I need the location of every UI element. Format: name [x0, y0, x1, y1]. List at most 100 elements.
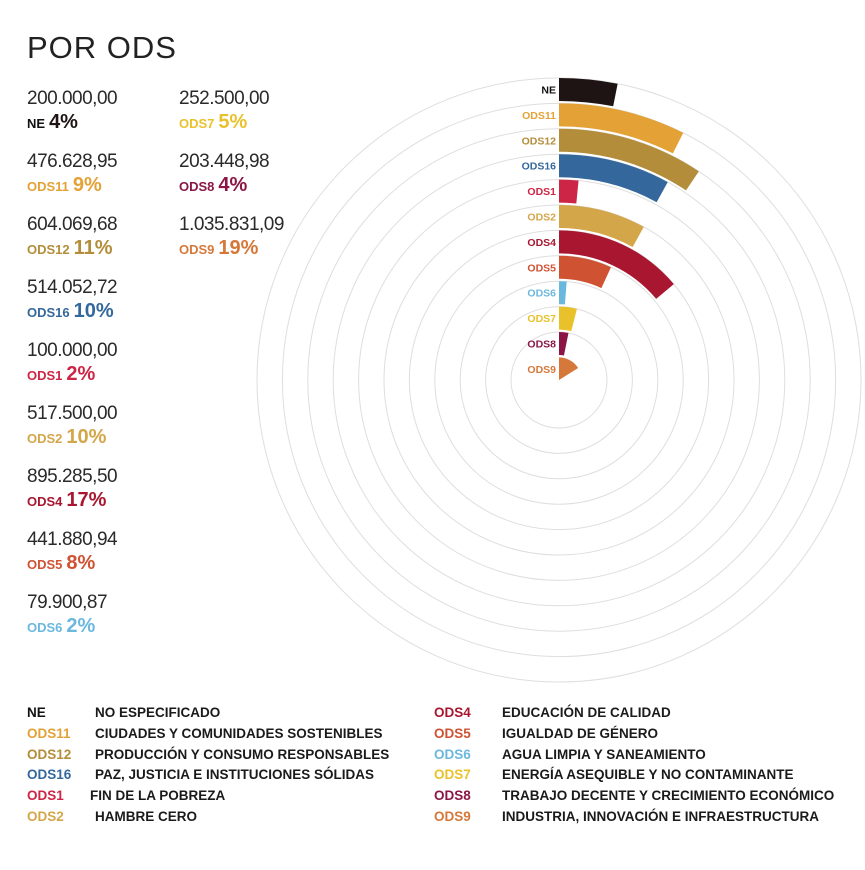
legend-description: PRODUCCIÓN Y CONSUMO RESPONSABLES	[95, 746, 390, 762]
legend-code: ODS16	[27, 767, 72, 783]
stat-percent: 10%	[73, 300, 114, 322]
stat-amount: 604.069,68	[27, 214, 118, 235]
bar-ods9	[558, 357, 579, 381]
stat-ods7: 252.500,00 ODS7 5%	[179, 88, 270, 136]
legend-description: FIN DE LA POBREZA	[90, 788, 226, 804]
stat-percent: 11%	[73, 237, 113, 259]
bar-label-ods16: ODS16	[522, 161, 557, 173]
bar-ods4	[559, 230, 674, 299]
bar-ods8	[559, 332, 569, 356]
stat-ods9: 1.035.831,09 ODS9 19%	[179, 214, 284, 262]
bar-label-ods11: ODS11	[522, 110, 556, 122]
bar-ods16	[559, 154, 668, 203]
legend-description: EDUCACIÓN DE CALIDAD	[502, 705, 671, 720]
stat-percent: 5%	[218, 111, 248, 133]
legend-code: ODS4	[434, 705, 471, 720]
stat-code: ODS12	[27, 242, 70, 257]
bar-label-ods5: ODS5	[527, 262, 556, 274]
legend-code: ODS2	[27, 809, 64, 824]
legend-code: ODS12	[27, 746, 72, 762]
bar-ods1	[559, 179, 579, 204]
grid-ring	[281, 102, 837, 658]
stat-code: ODS11	[27, 179, 69, 194]
legend-code: ODS6	[434, 746, 471, 762]
stat-code-line: ODS7 5%	[179, 110, 269, 136]
stat-code-line: ODS2 10%	[27, 425, 117, 451]
legend-code: ODS8	[434, 788, 471, 804]
bar-ods12	[559, 128, 699, 191]
stat-amount: 476.628,95	[27, 151, 118, 172]
stat-percent: 17%	[66, 489, 107, 511]
stat-amount: 517.500,00	[27, 403, 118, 424]
stat-code-line: ODS8 4%	[179, 173, 269, 199]
stat-code-line: ODS6 2%	[27, 614, 107, 640]
stat-ods5: 441.880,94 ODS5 8%	[27, 529, 118, 577]
stat-amount: 514.052,72	[27, 277, 118, 298]
stat-code-line: NE 4%	[27, 110, 117, 136]
stat-code: ODS4	[27, 494, 63, 509]
stat-code-line: ODS16 10%	[27, 299, 117, 325]
bar-label-ods8: ODS8	[527, 339, 556, 351]
legend-description: AGUA LIMPIA Y SANEAMIENTO	[502, 746, 706, 762]
legend-description: ENERGÍA ASEQUIBLE Y NO CONTAMINANTE	[502, 767, 794, 783]
stat-amount: 79.900,87	[27, 592, 108, 613]
stat-amount: 895.285,50	[27, 466, 118, 487]
stat-code-line: ODS11 9%	[27, 173, 117, 199]
bar-ods6	[559, 281, 567, 305]
bar-ods7	[559, 306, 577, 332]
bar-ne	[559, 78, 618, 107]
legend-code: NE	[27, 705, 46, 720]
bar-label-ods6: ODS6	[527, 288, 556, 300]
legend-code: ODS9	[434, 809, 471, 824]
legend-description: CIUDADES Y COMUNIDADES SOSTENIBLES	[95, 725, 383, 741]
legend-description: PAZ, JUSTICIA E INSTITUCIONES SÓLIDAS	[95, 767, 375, 783]
bar-label-ods9: ODS9	[527, 364, 556, 376]
stat-code-line: ODS9 19%	[179, 236, 284, 262]
stat-code: ODS1	[27, 368, 63, 383]
bar-label-ods1: ODS1	[527, 186, 556, 198]
bar-label-ods12: ODS12	[522, 135, 557, 147]
stat-amount: 1.035.831,09	[179, 214, 284, 235]
stat-ods4: 895.285,50 ODS4 17%	[27, 466, 118, 514]
page-title: POR ODS	[27, 30, 177, 65]
bar-ods11	[559, 103, 684, 154]
stat-amount: 200.000,00	[27, 88, 118, 109]
stat-code: ODS16	[27, 305, 70, 320]
stat-code-line: ODS1 2%	[27, 362, 117, 388]
stat-percent: 8%	[66, 552, 96, 574]
stat-ods12: 604.069,68 ODS12 11%	[27, 214, 118, 262]
stat-ods16: 514.052,72 ODS16 10%	[27, 277, 118, 325]
legend-code: ODS11	[27, 725, 71, 741]
bar-ods2	[559, 205, 644, 248]
legend-description: TRABAJO DECENTE Y CRECIMIENTO ECONÓMICO	[502, 788, 835, 804]
stat-code: ODS8	[179, 179, 215, 194]
legend-code: ODS1	[27, 788, 64, 804]
stat-ods1: 100.000,00 ODS1 2%	[27, 340, 118, 388]
stat-code: ODS5	[27, 557, 63, 572]
stat-code-line: ODS12 11%	[27, 236, 117, 262]
stat-amount: 100.000,00	[27, 340, 118, 361]
bar-label-ne: NE	[541, 85, 556, 97]
stat-ods8: 203.448,98 ODS8 4%	[179, 151, 270, 199]
stat-percent: 2%	[66, 615, 96, 637]
stat-ods2: 517.500,00 ODS2 10%	[27, 403, 118, 451]
stat-percent: 4%	[49, 111, 78, 133]
stat-code: NE	[27, 116, 46, 131]
bar-ods5	[559, 255, 611, 289]
legend-code: ODS5	[434, 725, 471, 741]
stat-ods6: 79.900,87 ODS6 2%	[27, 592, 108, 640]
stat-code-line: ODS4 17%	[27, 488, 117, 514]
bar-label-ods7: ODS7	[527, 313, 556, 325]
stat-percent: 10%	[66, 426, 107, 448]
stat-code-line: ODS5 8%	[27, 551, 117, 577]
legend-description: NO ESPECIFICADO	[95, 705, 221, 720]
stat-amount: 441.880,94	[27, 529, 118, 550]
stat-ods11: 476.628,95 ODS11 9%	[27, 151, 118, 199]
legend-code: ODS7	[434, 767, 471, 783]
bar-label-ods2: ODS2	[527, 212, 556, 224]
stat-percent: 4%	[218, 174, 248, 196]
stat-ne: 200.000,00 NE 4%	[27, 88, 118, 136]
stat-code: ODS7	[179, 116, 215, 131]
stat-percent: 2%	[66, 363, 96, 385]
